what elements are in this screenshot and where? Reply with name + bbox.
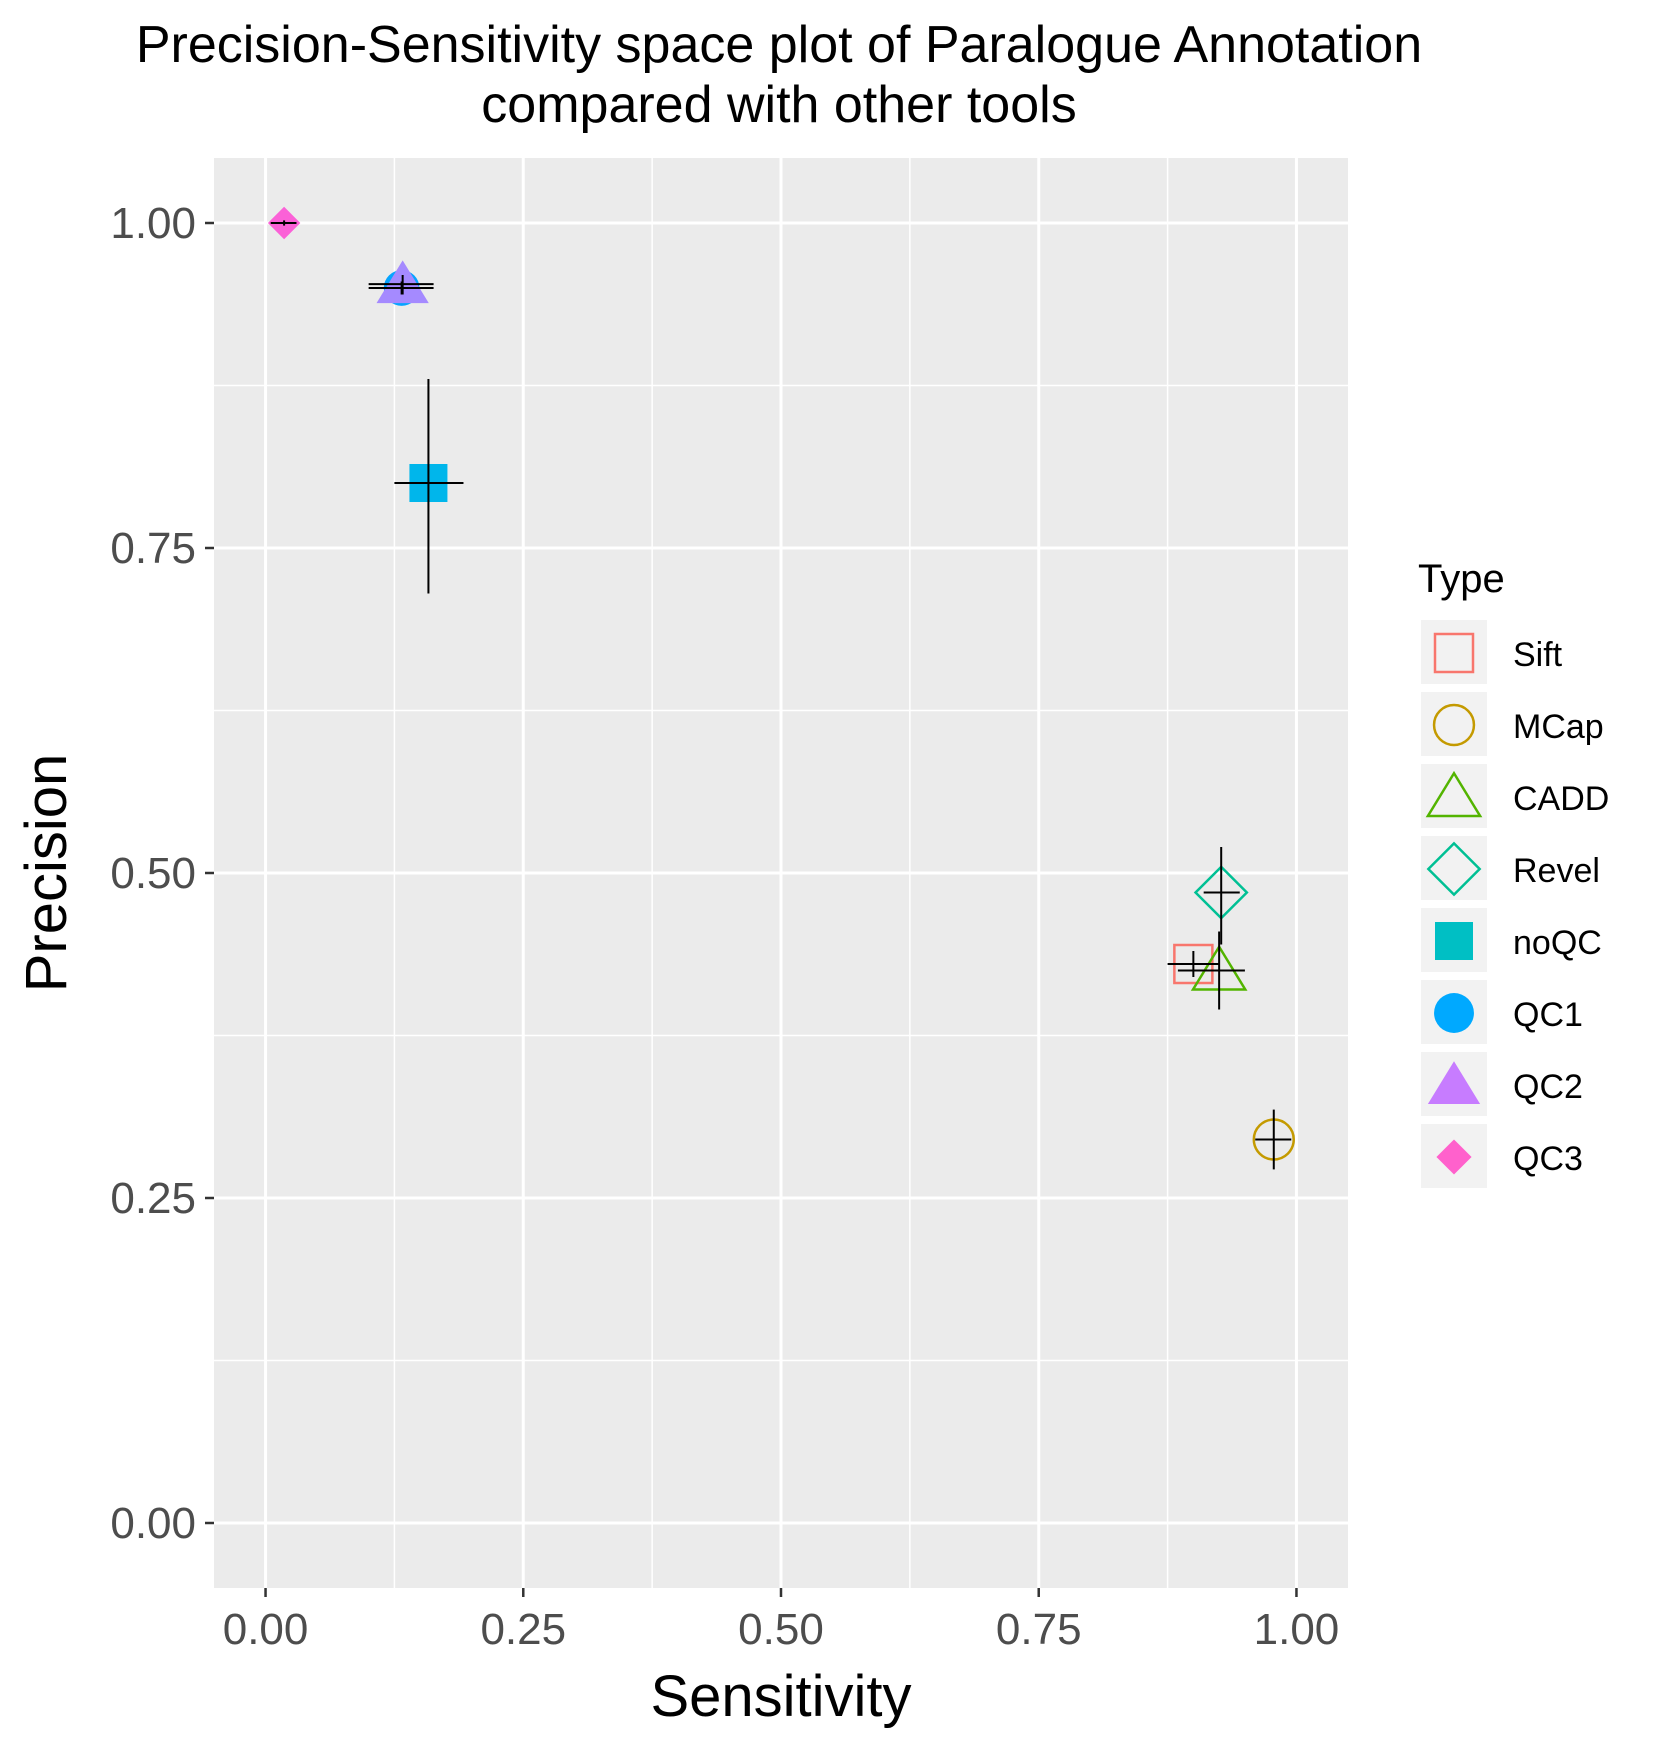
y-tick-label: 0.25 — [110, 1174, 196, 1223]
legend-title: Type — [1418, 557, 1505, 601]
y-tick-label: 0.50 — [110, 849, 196, 898]
y-tick-label: 1.00 — [110, 199, 196, 248]
legend-key-bg — [1421, 620, 1487, 684]
x-axis: 0.00 0.25 0.50 0.75 1.00 — [223, 1588, 1340, 1654]
y-tick-label: 0.75 — [110, 524, 196, 573]
x-tick-label: 0.00 — [223, 1605, 309, 1654]
legend-item-mcap: MCap — [1421, 692, 1604, 756]
x-axis-label: Sensitivity — [650, 1664, 911, 1729]
legend-item-qc2: QC2 — [1421, 1052, 1583, 1116]
chart-subtitle: compared with other tools — [481, 76, 1076, 134]
legend-key-sift — [1433, 632, 1475, 674]
legend-item-qc3: QC3 — [1421, 1124, 1583, 1188]
y-axis: 0.00 0.25 0.50 0.75 1.00 — [110, 199, 214, 1548]
chart-title: Precision-Sensitivity space plot of Para… — [136, 16, 1422, 74]
x-tick-label: 0.75 — [996, 1605, 1082, 1654]
legend-key-qc3 — [1436, 1139, 1472, 1175]
legend-key-qc1 — [1434, 993, 1474, 1033]
y-axis-label: Precision — [14, 754, 79, 993]
legend: Type Sift MCap CADD Revel noQC QC1 QC2 QC3 — [1418, 557, 1609, 1188]
legend-key-cadd — [1425, 770, 1483, 818]
legend-key-mcap — [1432, 703, 1476, 747]
legend-item-sift: Sift — [1421, 620, 1563, 684]
x-tick-label: 0.50 — [738, 1605, 824, 1654]
legend-label-sift: Sift — [1513, 636, 1563, 674]
legend-label-mcap: MCap — [1513, 708, 1604, 746]
legend-key-revel — [1426, 841, 1482, 897]
legend-label-qc1: QC1 — [1513, 996, 1583, 1034]
legend-key-qc2 — [1427, 1061, 1481, 1104]
legend-label-revel: Revel — [1513, 852, 1600, 890]
legend-key-bg — [1421, 692, 1487, 756]
legend-label-qc2: QC2 — [1513, 1068, 1583, 1106]
x-tick-label: 0.25 — [480, 1605, 566, 1654]
error-bars — [270, 220, 1292, 1170]
legend-item-cadd: CADD — [1421, 764, 1609, 828]
legend-item-qc1: QC1 — [1421, 980, 1583, 1044]
x-tick-label: 1.00 — [1254, 1605, 1340, 1654]
legend-key-bg — [1421, 836, 1487, 900]
y-tick-label: 0.00 — [110, 1499, 196, 1548]
legend-label-noqc: noQC — [1513, 924, 1602, 962]
legend-label-qc3: QC3 — [1513, 1140, 1583, 1178]
legend-label-cadd: CADD — [1513, 780, 1609, 818]
legend-item-noqc: noQC — [1421, 908, 1602, 972]
grid-major — [214, 158, 1348, 1588]
legend-item-revel: Revel — [1421, 836, 1600, 900]
legend-key-noqc — [1435, 922, 1473, 960]
